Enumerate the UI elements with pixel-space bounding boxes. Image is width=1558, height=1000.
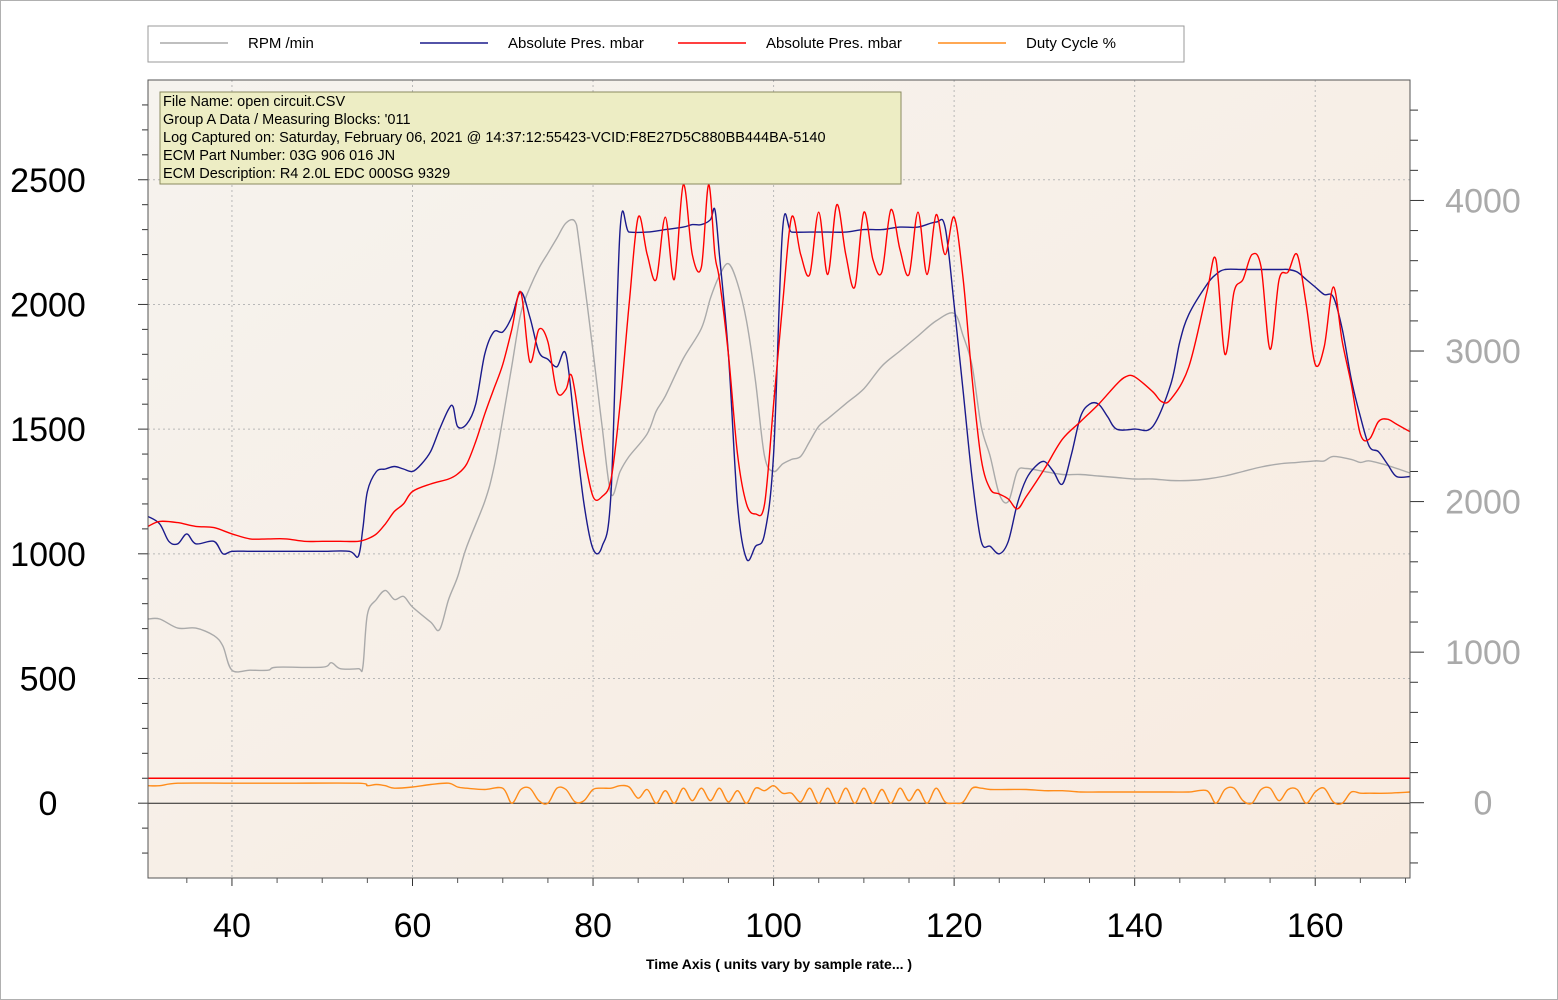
info-line: ECM Part Number: 03G 906 016 JN bbox=[163, 148, 395, 164]
plot-border bbox=[147, 79, 1411, 879]
series-line-3 bbox=[147, 782, 1411, 805]
left-tick-label: 2500 bbox=[10, 162, 86, 200]
axes: 40 60 80 100 120 140 160 0 500 1000 1500 2000 2500 0 1… bbox=[10, 104, 1521, 945]
left-tick-label: 1000 bbox=[10, 536, 86, 574]
x-tick-label: 80 bbox=[574, 907, 612, 945]
right-tick-label: 3000 bbox=[1445, 333, 1521, 371]
legend-box bbox=[147, 25, 1185, 63]
left-tick-label: 2000 bbox=[10, 286, 86, 324]
series-line-0 bbox=[147, 218, 1411, 673]
series-line-1 bbox=[147, 207, 1411, 562]
x-tick-label: 140 bbox=[1106, 907, 1163, 945]
x-tick-label: 100 bbox=[745, 907, 802, 945]
plot-area bbox=[148, 80, 1410, 878]
x-tick-label: 60 bbox=[394, 907, 432, 945]
right-tick-label: 1000 bbox=[1445, 634, 1521, 672]
legend: RPM /min Absolute Pres. mbar Absolute Pres… bbox=[147, 25, 1185, 63]
left-tick-label: 0 bbox=[39, 785, 58, 823]
left-tick-label: 500 bbox=[20, 661, 77, 699]
right-tick-label: 2000 bbox=[1445, 484, 1521, 522]
legend-label: Absolute Pres. mbar bbox=[508, 35, 644, 52]
x-axis-label: Time Axis ( units vary by sample rate...… bbox=[646, 956, 912, 972]
info-box: File Name: open circuit.CSV Group A Data … bbox=[159, 91, 902, 185]
legend-label: RPM /min bbox=[248, 35, 314, 52]
legend-label: Absolute Pres. mbar bbox=[766, 35, 902, 52]
right-tick-label: 0 bbox=[1474, 785, 1493, 823]
right-tick-label: 4000 bbox=[1445, 182, 1521, 220]
x-tick-label: 160 bbox=[1287, 907, 1344, 945]
x-tick-label: 120 bbox=[926, 907, 983, 945]
info-box-bg bbox=[159, 91, 902, 185]
info-line: Log Captured on: Saturday, February 06, … bbox=[163, 130, 826, 146]
info-line: Group A Data / Measuring Blocks: '011 bbox=[163, 112, 411, 128]
series-layer bbox=[147, 183, 1411, 805]
legend-label: Duty Cycle % bbox=[1026, 35, 1116, 52]
info-line: File Name: open circuit.CSV bbox=[163, 94, 345, 110]
left-tick-label: 1500 bbox=[10, 411, 86, 449]
series-line-2 bbox=[147, 183, 1411, 543]
info-line: ECM Description: R4 2.0L EDC 000SG 9329 bbox=[163, 166, 450, 182]
x-tick-label: 40 bbox=[213, 907, 251, 945]
